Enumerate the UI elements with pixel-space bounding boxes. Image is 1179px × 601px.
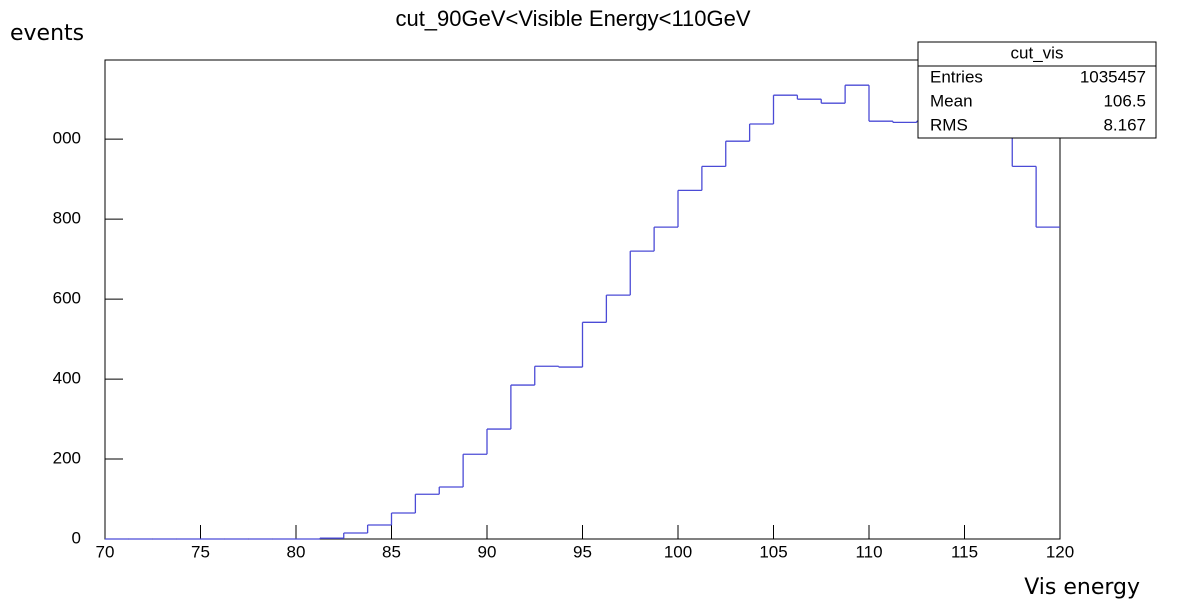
stats-title: cut_vis [1011, 43, 1064, 62]
stats-key: Entries [930, 67, 983, 86]
y-tick-label: 400 [53, 369, 81, 388]
y-tick-label: 000 [53, 129, 81, 148]
stats-box [917, 41, 1157, 139]
x-tick-label: 105 [759, 542, 787, 561]
x-tick-label: 70 [96, 542, 115, 561]
x-axis-label: Vis energy [1024, 575, 1140, 600]
x-tick-label: 120 [1046, 542, 1074, 561]
stats-key: RMS [930, 115, 968, 134]
y-tick-label: 800 [53, 209, 81, 228]
x-tick-label: 95 [573, 542, 592, 561]
y-tick-label: 600 [53, 289, 81, 308]
stats-value: 1035457 [1080, 67, 1146, 86]
x-tick-label: 80 [287, 542, 306, 561]
stats-key: Mean [930, 91, 973, 110]
x-tick-label: 75 [191, 542, 210, 561]
x-tick-label: 100 [664, 542, 692, 561]
x-tick-label: 115 [951, 542, 978, 561]
y-tick-label: 0 [72, 528, 81, 547]
y-axis-label: events [10, 21, 84, 46]
y-tick-label: 200 [53, 449, 81, 468]
chart-title: cut_90GeV<Visible Energy<110GeV [395, 6, 750, 31]
x-tick-label: 90 [478, 542, 497, 561]
stats-value: 106.5 [1103, 91, 1146, 110]
x-tick-label: 85 [382, 542, 401, 561]
stats-value: 8.167 [1103, 115, 1146, 134]
plot-frame [104, 59, 1061, 540]
x-tick-label: 110 [855, 542, 882, 561]
